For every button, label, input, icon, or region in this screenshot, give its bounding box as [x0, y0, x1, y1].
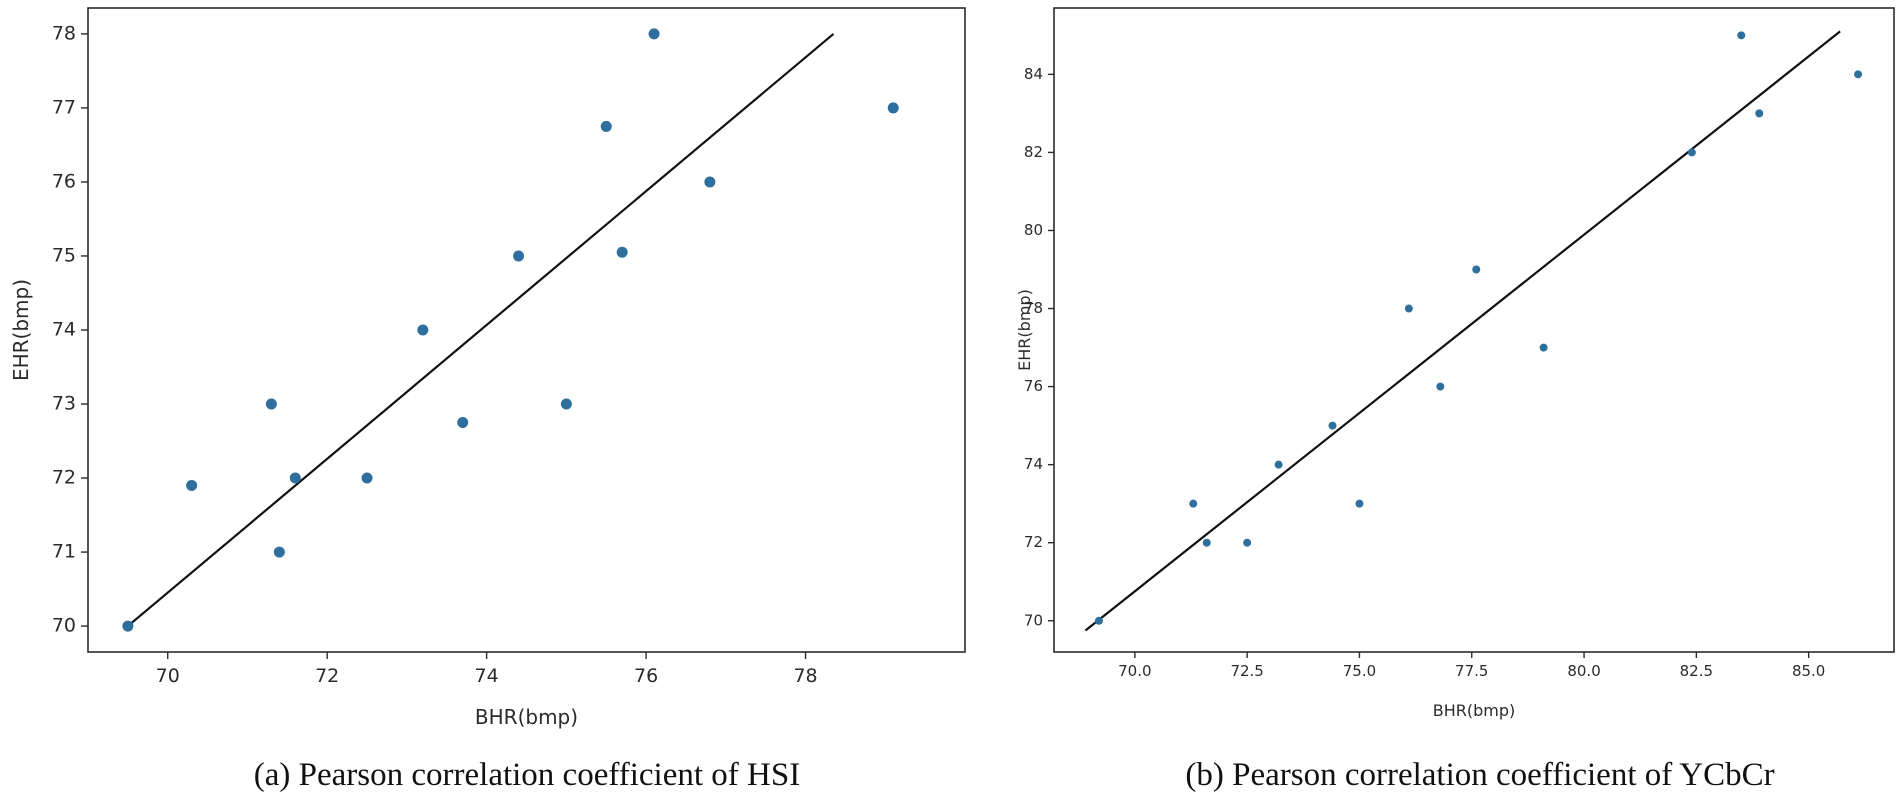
x-tick-label: 70: [156, 665, 180, 687]
y-axis-label: EHR(bmp): [1015, 289, 1034, 371]
data-point: [417, 324, 429, 336]
y-tick-label: 70: [1024, 611, 1043, 629]
data-point: [265, 398, 277, 410]
data-point: [600, 120, 612, 132]
data-point: [1472, 265, 1481, 274]
y-tick-label: 82: [1024, 143, 1043, 161]
x-axis-label: BHR(bmp): [475, 705, 578, 729]
y-tick-label: 78: [52, 22, 76, 44]
x-tick-label: 77.5: [1455, 662, 1488, 680]
data-point: [361, 472, 373, 484]
data-point: [1539, 343, 1548, 352]
data-point: [887, 102, 899, 114]
data-point: [1094, 616, 1103, 625]
data-point: [1189, 499, 1198, 508]
x-tick-label: 74: [475, 665, 499, 687]
data-point: [1328, 421, 1337, 430]
x-tick-label: 70.0: [1118, 662, 1151, 680]
y-tick-label: 84: [1024, 65, 1043, 83]
y-tick-label: 76: [52, 170, 76, 192]
data-point: [560, 398, 572, 410]
data-point: [122, 620, 134, 632]
y-tick-label: 73: [52, 393, 76, 415]
data-point: [616, 246, 628, 258]
y-tick-label: 74: [1024, 455, 1043, 473]
x-tick-label: 72.5: [1230, 662, 1263, 680]
data-point: [1436, 382, 1445, 391]
data-point: [648, 28, 660, 40]
y-tick-label: 78: [1024, 299, 1043, 317]
chart-ycbcr: 70.0 72.5 75.0 77.5 80.0 82.5 85.0 70 72 74 76 78 80…: [1015, 7, 1895, 793]
data-point: [1854, 70, 1863, 79]
figure-caption: (b) Pearson correlation coefficient of Y…: [1185, 757, 1774, 793]
fit-line: [127, 33, 835, 627]
x-tick-label: 72: [315, 665, 339, 687]
x-axis-label: BHR(bmp): [1433, 701, 1516, 720]
y-tick-label: 70: [52, 615, 76, 637]
y-tick-label: 75: [52, 244, 76, 266]
y-tick-label: 71: [52, 541, 76, 563]
data-point: [1243, 538, 1252, 547]
axes-frame: [1053, 7, 1895, 653]
x-tick-label: 78: [793, 665, 817, 687]
data-point: [1687, 148, 1696, 157]
data-point: [1274, 460, 1283, 469]
data-point: [1755, 109, 1764, 118]
x-tick-label: 75.0: [1343, 662, 1376, 680]
axes-frame: [87, 7, 966, 653]
fit-line: [1084, 30, 1841, 632]
data-point: [289, 472, 301, 484]
chart-hsi: 70 72 74 76 78 70 71 72 73 74 75 76 77 78 BHR(bmp) EHR(…: [9, 7, 966, 793]
data-point: [1737, 31, 1746, 40]
data-point: [1202, 538, 1211, 547]
data-point: [273, 546, 285, 558]
y-tick-label: 74: [52, 319, 76, 341]
x-tick-label: 76: [634, 665, 658, 687]
y-axis-label: EHR(bmp): [9, 279, 33, 381]
y-tick-label: 76: [1024, 377, 1043, 395]
x-tick-label: 82.5: [1680, 662, 1713, 680]
y-tick-label: 72: [1024, 533, 1043, 551]
data-point: [704, 176, 716, 188]
data-point: [1404, 304, 1413, 313]
x-tick-label: 85.0: [1792, 662, 1825, 680]
x-tick-label: 80.0: [1567, 662, 1600, 680]
y-tick-label: 80: [1024, 221, 1043, 239]
y-tick-label: 72: [52, 467, 76, 489]
data-point: [1355, 499, 1364, 508]
figure-caption: (a) Pearson correlation coefficient of H…: [254, 757, 800, 793]
data-point: [186, 479, 198, 491]
y-tick-label: 77: [52, 96, 76, 118]
data-point: [513, 250, 525, 262]
data-point: [457, 417, 469, 429]
